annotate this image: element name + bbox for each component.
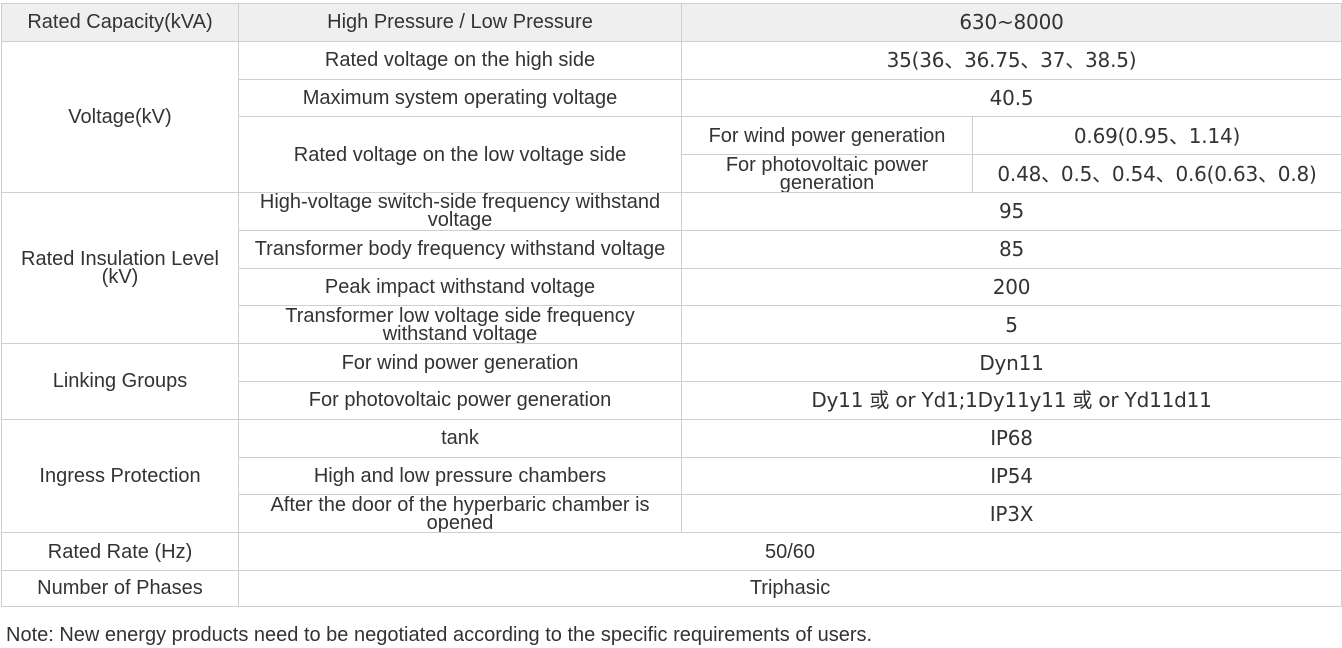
table-row: Number of Phases Triphasic <box>1 569 1342 607</box>
insulation-value: 5 <box>680 305 1342 345</box>
spec-table: Rated Capacity(kVA) High Pressure / Low … <box>1 3 1342 607</box>
table-row: For photovoltaic power generation 0.48、0… <box>2 154 1342 193</box>
table-row: Voltage(kV) Rated voltage on the high si… <box>1 40 1342 193</box>
ingress-value: IP3X <box>680 494 1342 534</box>
insulation-label: Peak impact withstand voltage <box>238 267 682 307</box>
table-row: Rated Insulation Level (kV) High-voltage… <box>1 191 1342 345</box>
table-row: High and low pressure chambers IP54 <box>2 456 1342 496</box>
linking-value: Dy11 或 or Yd1;1Dy11y11 或 or Yd11d11 <box>680 380 1342 420</box>
table-row: Peak impact withstand voltage 200 <box>2 267 1342 307</box>
ingress-value: IP68 <box>680 418 1342 458</box>
footnote: Note: New energy products need to be neg… <box>6 624 873 646</box>
table-row: Ingress Protection tank IP68 <box>1 418 1342 534</box>
wind-voltage-value: 0.69(0.95、1.14) <box>971 116 1342 156</box>
max-voltage-value: 40.5 <box>680 78 1342 118</box>
linking-value: Dyn11 <box>680 343 1342 382</box>
ingress-label: tank <box>238 418 682 458</box>
ingress-value: IP54 <box>680 456 1342 496</box>
header-pressure-label: High Pressure / Low Pressure <box>238 3 682 42</box>
linking-label: For photovoltaic power generation <box>238 380 682 420</box>
pv-voltage-label: For photovoltaic power generation <box>681 154 973 193</box>
insulation-label: Transformer low voltage side frequency w… <box>238 305 682 345</box>
rated-rate-value: 50/60 <box>237 532 1342 571</box>
ingress-group-label: Ingress Protection <box>1 418 239 534</box>
phases-value: Triphasic <box>237 569 1342 607</box>
table-row: Rated Rate (Hz) 50/60 <box>1 532 1342 571</box>
ingress-label: After the door of the hyperbaric chamber… <box>238 494 682 534</box>
table-row: Maximum system operating voltage 40.5 <box>2 78 1342 118</box>
voltage-group-label: Voltage(kV) <box>1 40 239 193</box>
phases-label: Number of Phases <box>1 569 239 607</box>
max-voltage-label: Maximum system operating voltage <box>238 78 682 118</box>
insulation-value: 95 <box>680 191 1342 231</box>
table-row: For photovoltaic power generation Dy11 或… <box>2 380 1342 420</box>
high-side-value: 35(36、36.75、37、38.5) <box>680 40 1342 80</box>
table-row: After the door of the hyperbaric chamber… <box>2 494 1342 534</box>
pv-voltage-value: 0.48、0.5、0.54、0.6(0.63、0.8) <box>971 154 1342 193</box>
insulation-label: High-voltage switch-side frequency withs… <box>238 191 682 231</box>
insulation-value: 200 <box>680 267 1342 307</box>
insulation-group-label: Rated Insulation Level (kV) <box>1 191 239 345</box>
low-side-label: Rated voltage on the low voltage side <box>238 116 682 193</box>
insulation-value: 85 <box>680 229 1342 269</box>
linking-label: For wind power generation <box>238 343 682 382</box>
wind-voltage-label: For wind power generation <box>681 116 973 156</box>
header-row: Rated Capacity(kVA) High Pressure / Low … <box>1 3 1342 42</box>
header-capacity-label: Rated Capacity(kVA) <box>1 3 239 42</box>
table-row: Linking Groups For wind power generation… <box>1 343 1342 420</box>
linking-group-label: Linking Groups <box>1 343 239 420</box>
ingress-label: High and low pressure chambers <box>238 456 682 496</box>
header-capacity-value: 630~8000 <box>680 3 1342 42</box>
high-side-label: Rated voltage on the high side <box>238 40 682 80</box>
table-row: Transformer low voltage side frequency w… <box>2 305 1342 345</box>
rated-rate-label: Rated Rate (Hz) <box>1 532 239 571</box>
insulation-label: Transformer body frequency withstand vol… <box>238 229 682 269</box>
